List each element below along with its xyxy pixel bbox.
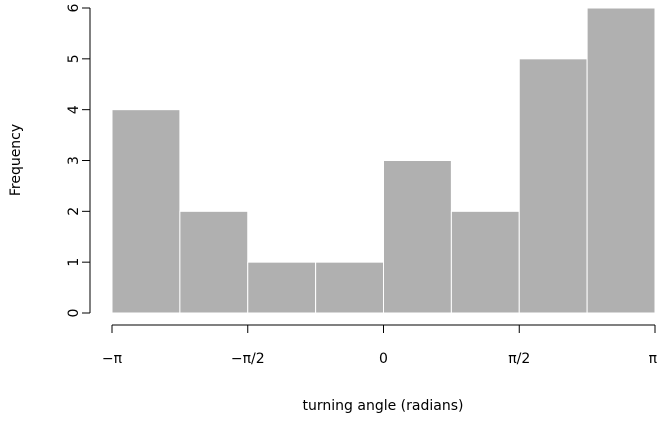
x-tick-label: −π <box>102 351 123 367</box>
x-axis: −π −π/2 0 π/2 π <box>102 324 658 367</box>
y-tick-label: 0 <box>66 309 82 318</box>
x-tick-label: 0 <box>379 351 388 367</box>
y-tick-label: 3 <box>66 156 82 165</box>
x-tick-label: −π/2 <box>231 351 265 367</box>
y-tick-label: 4 <box>66 105 82 114</box>
y-tick-label: 5 <box>66 54 82 63</box>
y-tick-label: 6 <box>66 3 82 12</box>
bar-6 <box>450 210 520 314</box>
bar-3 <box>247 261 317 314</box>
bar-7 <box>518 58 588 314</box>
bar-4 <box>315 261 384 314</box>
y-axis-title: Frequency <box>8 124 24 196</box>
y-axis: 0 1 2 3 4 5 6 <box>66 3 91 318</box>
bar-1 <box>111 109 181 314</box>
x-tick-label: π/2 <box>508 351 530 367</box>
bars-group <box>111 7 656 314</box>
bar-2 <box>179 210 249 314</box>
bar-8 <box>586 7 656 314</box>
y-tick-label: 2 <box>66 207 82 216</box>
bar-5 <box>383 160 452 314</box>
x-axis-title: turning angle (radians) <box>303 398 464 414</box>
x-tick-label: π <box>649 351 658 367</box>
y-tick-label: 1 <box>66 258 82 267</box>
